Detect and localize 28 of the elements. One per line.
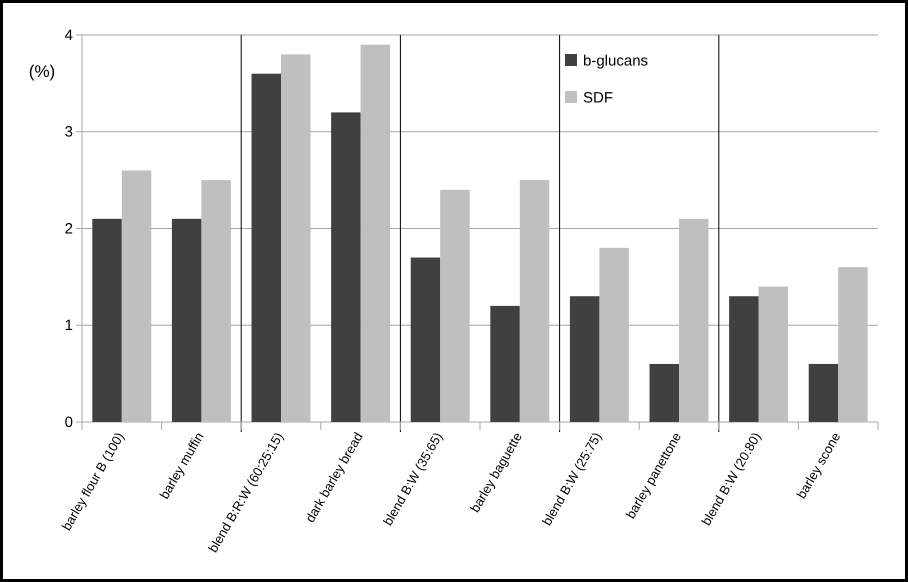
- bar: [281, 54, 310, 422]
- bar: [650, 364, 679, 422]
- bar: [360, 44, 390, 422]
- bar: [520, 180, 550, 422]
- bar: [490, 306, 520, 422]
- bar: [758, 286, 788, 422]
- bar: [440, 190, 470, 422]
- y-axis-title: (%): [28, 62, 56, 81]
- legend-label: b-glucans: [583, 52, 648, 70]
- bar: [92, 218, 122, 422]
- y-tick-label: 3: [64, 124, 73, 141]
- bar: [172, 218, 202, 422]
- bar: [599, 248, 629, 422]
- bar: [410, 258, 440, 422]
- bar: [331, 112, 361, 422]
- y-tick-label: 2: [64, 220, 73, 238]
- bar: [729, 296, 759, 422]
- bar: [201, 180, 231, 422]
- bar: [122, 170, 152, 422]
- y-tick-label: 1: [64, 317, 73, 334]
- legend-label: SDF: [583, 89, 613, 106]
- bar: [679, 218, 708, 422]
- y-tick-label: 0: [64, 414, 73, 431]
- bar: [808, 364, 838, 422]
- bar: [252, 74, 281, 422]
- y-tick-label: 4: [64, 26, 73, 44]
- bar: [838, 267, 868, 422]
- bar: [570, 296, 600, 422]
